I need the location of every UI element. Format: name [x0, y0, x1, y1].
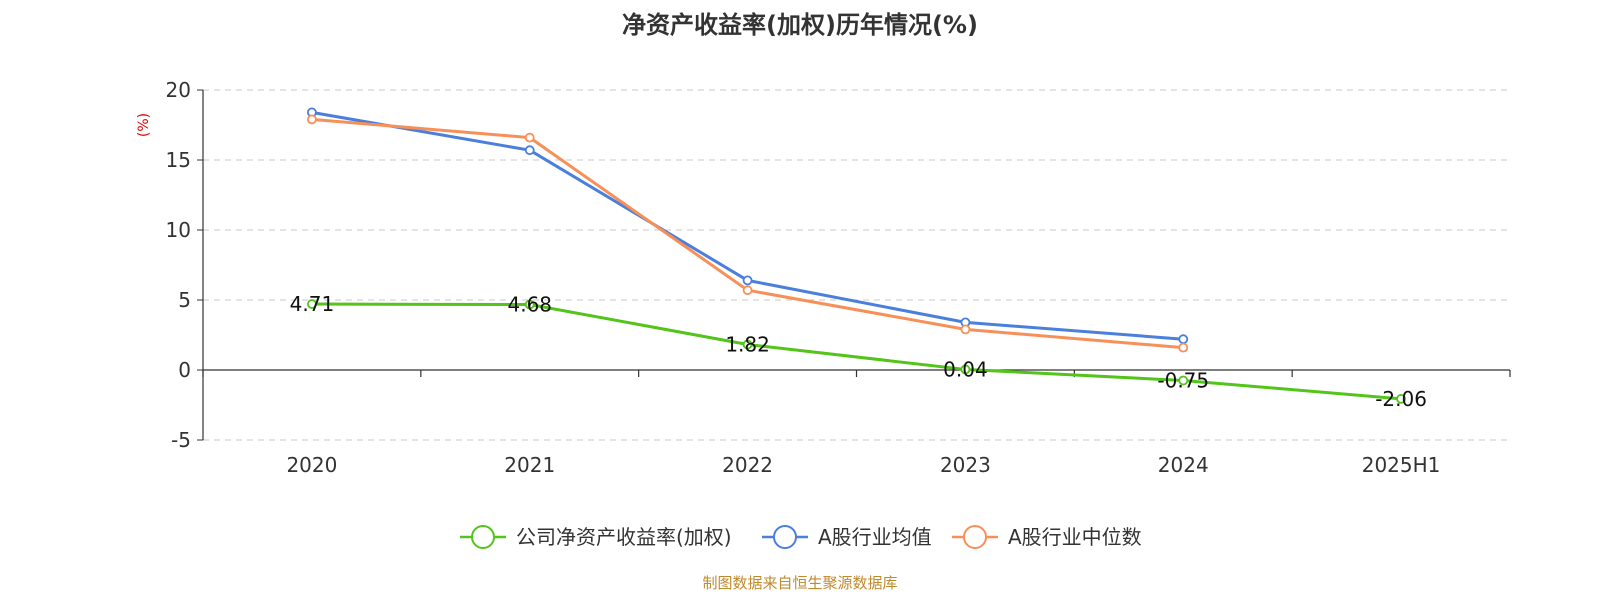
series-line-2 [311, 117, 1184, 350]
grid-lines [203, 89, 1510, 441]
x-tick-label: 2024 [1158, 453, 1209, 477]
legend-swatch-marker [773, 525, 797, 549]
x-tick-label: 2020 [286, 453, 337, 477]
data-point[interactable] [307, 299, 317, 309]
x-tick-label: 2021 [504, 453, 555, 477]
y-tick-label: 5 [178, 288, 191, 312]
data-point[interactable] [1178, 375, 1189, 386]
data-point[interactable] [742, 285, 753, 296]
y-tick-label: 10 [166, 218, 191, 242]
data-label: -0.75 [1157, 369, 1209, 393]
y-tick-label: 20 [166, 78, 191, 102]
data-point[interactable] [1178, 342, 1189, 353]
y-tick-label: -5 [171, 428, 191, 452]
series-lines [307, 107, 1406, 404]
legend[interactable]: 公司净资产收益率(加权) A股行业均值 A股行业中位数 [460, 525, 1142, 549]
data-label: 4.68 [507, 292, 552, 316]
data-point[interactable] [742, 275, 753, 286]
data-point[interactable] [1178, 334, 1189, 345]
data-point[interactable] [524, 299, 535, 310]
series-line-0 [311, 302, 1402, 401]
data-point[interactable] [960, 324, 971, 335]
data-point[interactable] [1396, 393, 1406, 404]
data-label: 0.04 [943, 357, 988, 381]
x-tick-label: 2023 [940, 453, 991, 477]
data-point[interactable] [742, 339, 753, 350]
data-point[interactable] [307, 114, 317, 125]
source-note: 制图数据来自恒生聚源数据库 [702, 574, 897, 592]
legend-item-0[interactable]: 公司净资产收益率(加权) [460, 525, 732, 549]
chart-title: 净资产收益率(加权)历年情况(%) [622, 11, 978, 39]
data-label: 4.71 [290, 292, 335, 316]
legend-swatch-marker [963, 525, 987, 549]
legend-label: 公司净资产收益率(加权) [516, 525, 732, 549]
legend-swatch-marker [471, 525, 495, 549]
legend-item-1[interactable]: A股行业均值 [762, 525, 932, 549]
x-tick-label: 2025H1 [1362, 453, 1441, 477]
data-labels: 4.71 4.68 1.82 0.04 -0.75 -2.06 [290, 292, 1427, 411]
legend-item-2[interactable]: A股行业中位数 [952, 525, 1142, 549]
data-label: 1.82 [725, 333, 770, 357]
y-tick-label: 15 [166, 148, 191, 172]
data-point[interactable] [960, 364, 971, 375]
legend-label: A股行业均值 [818, 525, 932, 549]
data-label: -2.06 [1375, 387, 1427, 411]
legend-label: A股行业中位数 [1008, 525, 1142, 549]
x-tick-label: 2022 [722, 453, 773, 477]
data-point[interactable] [524, 132, 535, 143]
y-axis-label: (%) [136, 113, 152, 137]
y-tick-label: 0 [178, 358, 191, 382]
data-point[interactable] [524, 145, 535, 156]
